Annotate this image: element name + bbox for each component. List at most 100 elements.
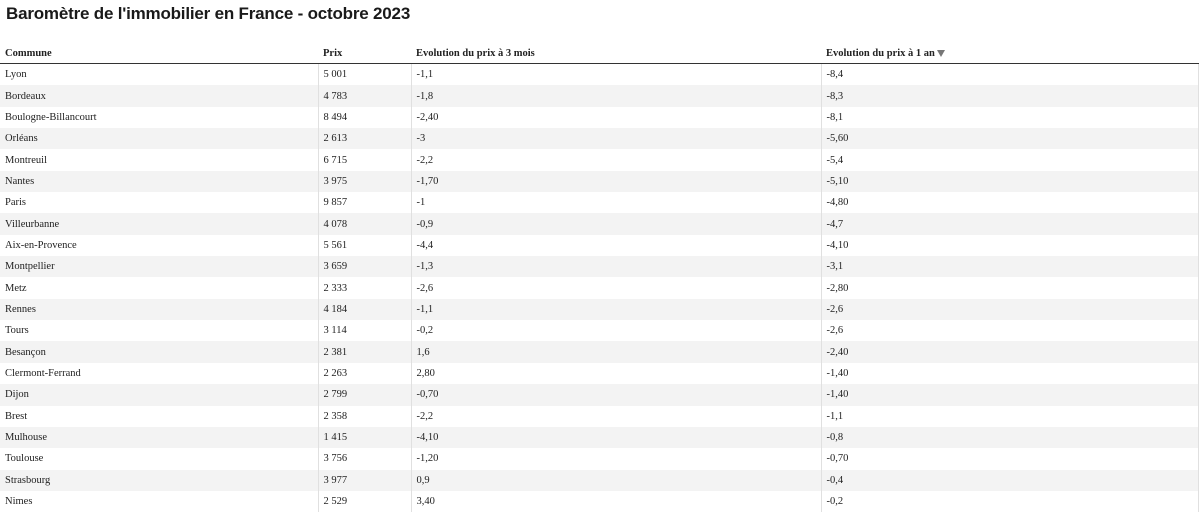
table-row: Orléans 2 613 -3 -5,60 — [0, 128, 1199, 150]
table-cell: -3 — [410, 128, 821, 150]
table-cell: 4 783 — [317, 85, 411, 107]
table-cell: -4,4 — [410, 234, 821, 257]
table-cell: -1,70 — [410, 170, 821, 193]
table-cell: -2,6 — [410, 277, 821, 299]
table-cell: 3 756 — [317, 448, 411, 470]
table-cell: Rennes — [0, 298, 318, 321]
table-row: Tours 3 114 -0,2 -2,6 — [0, 320, 1199, 342]
table-row: Brest 2 358 -2,2 -1,1 — [0, 405, 1199, 427]
table-cell: Strasbourg — [0, 469, 318, 491]
table-cell: -1,1 — [820, 405, 1199, 427]
table-cell: -2,6 — [820, 298, 1199, 321]
table-cell: -1,8 — [410, 85, 821, 107]
table-cell: -0,8 — [820, 426, 1199, 449]
table-cell: -2,80 — [820, 277, 1199, 299]
table-cell: 2 263 — [317, 362, 411, 385]
table-cell: Lyon — [5, 69, 27, 81]
table-cell: -4,10 — [820, 234, 1199, 257]
table-row: Nimes 2 529 3,40 -0,2 — [0, 490, 1199, 513]
table-cell: -0,70 — [820, 448, 1199, 470]
table-cell: Dijon — [0, 384, 318, 406]
table-cell: -8,4 — [820, 63, 1199, 86]
table-cell: 2 529 — [317, 490, 411, 513]
table-cell: 4 184 — [317, 298, 411, 321]
table-cell: 8 494 — [317, 106, 411, 129]
table-cell: -4,7 — [820, 213, 1199, 235]
table-head: Commune Prix Evolution du prix à 3 mois Evo… — [0, 43, 1198, 64]
table-cell: Brest — [5, 410, 28, 422]
table-cell: -4,10 — [410, 426, 821, 449]
table-row: Strasbourg 3 977 0,9 -0,4 — [0, 469, 1199, 491]
table-cell: Besançon — [0, 341, 318, 363]
table-cell: Boulogne-Billancourt — [5, 111, 97, 123]
header-row: Commune Prix Evolution du prix à 3 mois Evo… — [0, 43, 1198, 64]
table-cell: -4,80 — [820, 192, 1199, 214]
table-cell: -1 — [410, 192, 821, 214]
table-cell: -1,20 — [410, 448, 821, 470]
table-row: Bordeaux 4 783 -1,8 -8,3 — [0, 85, 1199, 107]
table-cell: 3,40 — [410, 490, 821, 513]
table-cell: 3 114 — [317, 320, 411, 342]
table-cell: Aix-en-Provence — [5, 239, 77, 251]
table-cell: 1 415 — [317, 426, 411, 449]
table-cell: 9 857 — [317, 192, 411, 214]
table-cell: 2 613 — [317, 128, 411, 150]
table-cell: Orléans — [0, 128, 318, 150]
table-cell: Metz — [5, 282, 27, 294]
table-row: Paris 9 857 -1 -4,80 — [0, 192, 1199, 214]
data-table: Commune Prix Evolution du prix à 3 mois Evo… — [0, 43, 1199, 513]
column-header-text: Prix — [323, 47, 343, 59]
table-cell: -0,9 — [410, 213, 821, 235]
table-cell: 2,80 — [410, 362, 821, 385]
table-cell: Mulhouse — [0, 426, 318, 449]
table-cell: 2 358 — [317, 405, 411, 427]
table-cell: 0,9 — [410, 469, 821, 491]
column-header[interactable]: Commune — [0, 43, 318, 64]
table-cell: -1,1 — [410, 63, 821, 86]
table-cell: Montpellier — [0, 256, 318, 278]
table-cell: -2,40 — [820, 341, 1199, 363]
table-row: Toulouse 3 756 -1,20 -0,70 — [0, 448, 1199, 470]
table-cell: Nantes — [0, 170, 318, 193]
table-row: Aix-en-Provence 5 561 -4,4 -4,10 — [0, 234, 1199, 257]
table-cell: -0,2 — [410, 320, 821, 342]
table-cell: 3 977 — [317, 469, 411, 491]
table-cell: -5,4 — [820, 149, 1199, 171]
table-cell: 3 659 — [317, 256, 411, 278]
table-cell: -2,2 — [410, 405, 821, 427]
table-cell: -1,1 — [410, 298, 821, 321]
sort-arrow[interactable] — [936, 49, 945, 57]
table-row: Boulogne-Billancourt 8 494 -2,40 -8,1 — [0, 106, 1199, 129]
table-cell: 5 001 — [317, 63, 411, 86]
table-row: Montreuil 6 715 -2,2 -5,4 — [0, 149, 1199, 171]
table-cell: 2 799 — [317, 384, 411, 406]
table-cell: Clermont-Ferrand — [5, 367, 81, 379]
table-cell: -2,6 — [820, 320, 1199, 342]
table-cell: -1,40 — [820, 362, 1199, 385]
table-cell: Nimes — [5, 496, 33, 508]
table-cell: -0,4 — [820, 469, 1199, 491]
table-cell: 2 381 — [317, 341, 411, 363]
column-header-text: Evolution du prix à 1 an — [826, 47, 935, 59]
table-row: Montpellier 3 659 -1,3 -3,1 — [0, 256, 1199, 278]
table-cell: Toulouse — [5, 453, 44, 465]
table-cell: -1,40 — [820, 384, 1199, 406]
table-row: Besançon 2 381 1,6 -2,40 — [0, 341, 1199, 363]
table-cell: 3 975 — [317, 170, 411, 193]
column-header[interactable]: Evolution du prix à 3 mois — [411, 43, 821, 64]
table-row: Dijon 2 799 -0,70 -1,40 — [0, 384, 1199, 406]
table-cell: -8,3 — [820, 85, 1199, 107]
column-header[interactable]: Prix — [318, 43, 411, 64]
table-cell: -3,1 — [820, 256, 1199, 278]
table-cell: Villeurbanne — [0, 213, 318, 235]
table-cell: 1,6 — [410, 341, 821, 363]
table-cell: -5,60 — [820, 128, 1199, 150]
table-row: Rennes 4 184 -1,1 -2,6 — [0, 298, 1199, 321]
table-row: Villeurbanne 4 078 -0,9 -4,7 — [0, 213, 1199, 235]
table-cell: Montreuil — [5, 154, 47, 166]
table-cell: -0,2 — [820, 490, 1199, 513]
column-header[interactable]: Evolution du prix à 1 an — [821, 43, 1198, 64]
table-row: Mulhouse 1 415 -4,10 -0,8 — [0, 426, 1199, 449]
